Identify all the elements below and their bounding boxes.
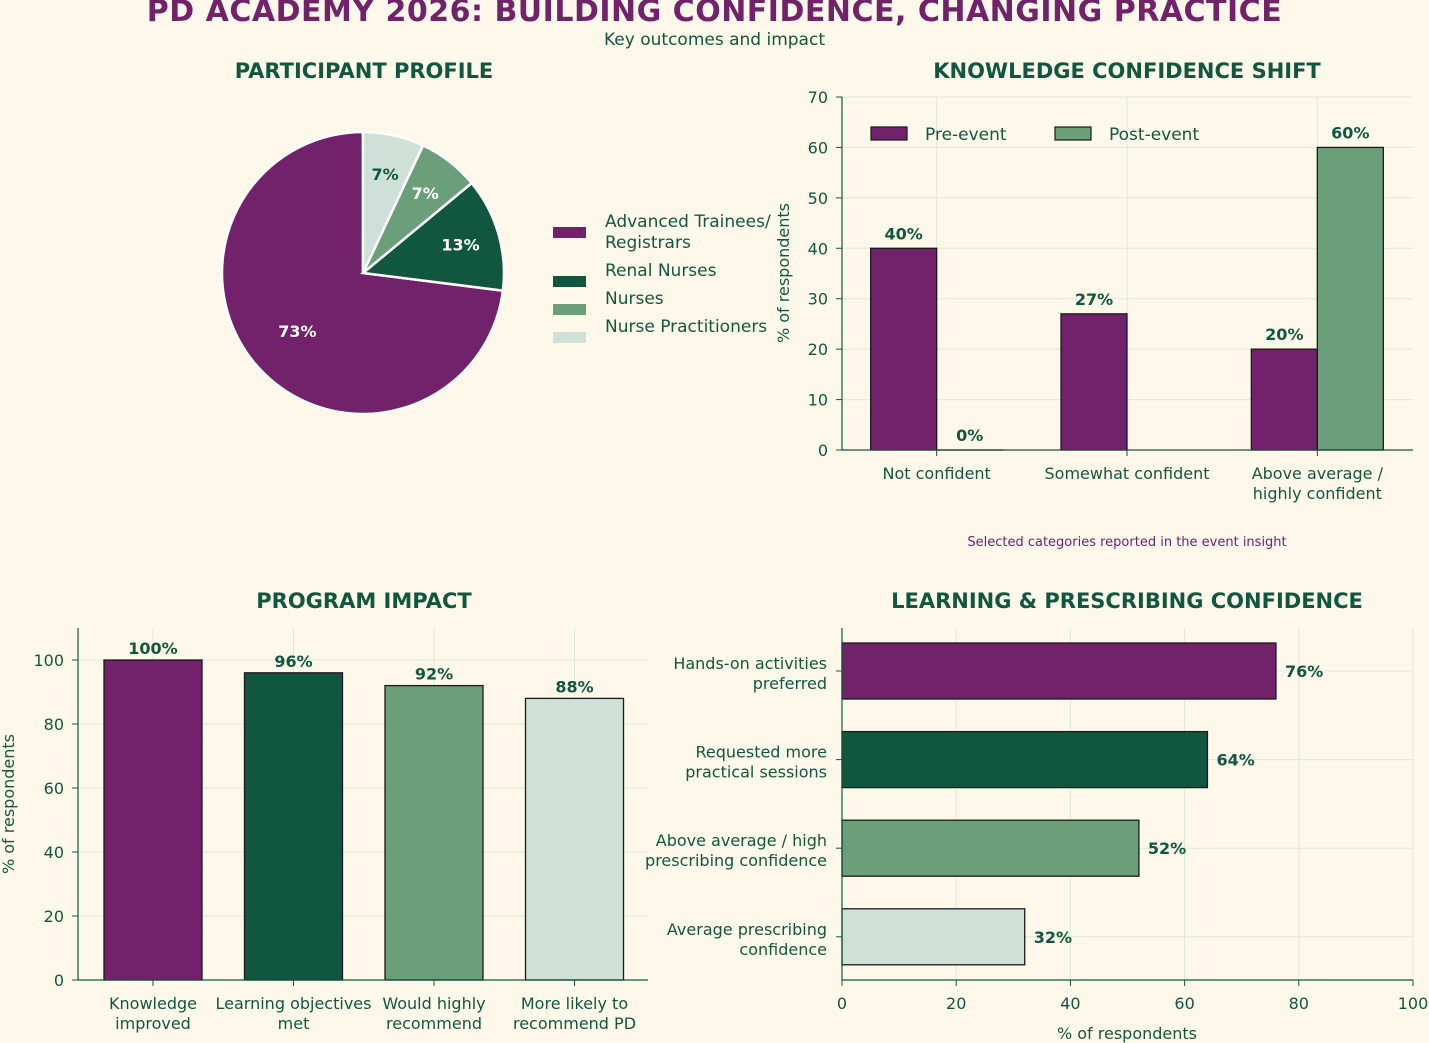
pie-legend-label-0: Advanced Trainees/Registrars bbox=[605, 212, 771, 253]
impact-bar-3 bbox=[524, 697, 625, 981]
confidence-bar-label-0-1: 27% bbox=[1075, 290, 1113, 309]
impact-ytick-label-5: 100 bbox=[33, 651, 64, 670]
confidence-bar-0-2 bbox=[1250, 348, 1318, 451]
pie-slice-label-1: 13% bbox=[441, 236, 479, 255]
learning-xtick-label-1: 20 bbox=[946, 994, 966, 1013]
confidence-bar-1-2 bbox=[1316, 146, 1384, 451]
impact-bar-2 bbox=[384, 684, 484, 981]
learning-ytick-label-2: Above average / high prescribing confiden… bbox=[645, 831, 827, 870]
confidence-ytick-label-1: 10 bbox=[808, 391, 828, 410]
impact-bar-1 bbox=[243, 672, 344, 981]
page-subtitle: Key outcomes and impact bbox=[604, 30, 825, 50]
learning-xtick-label-0: 0 bbox=[837, 994, 847, 1013]
page-title: PD ACADEMY 2026: BUILDING CONFIDENCE, CH… bbox=[146, 0, 1283, 29]
learning-xtick-label-2: 40 bbox=[1060, 994, 1080, 1013]
impact-xtick-label-1: Learning objectives met bbox=[216, 994, 372, 1033]
pie-legend-swatch-2 bbox=[553, 304, 586, 315]
confidence-ytick-label-7: 70 bbox=[808, 88, 828, 107]
pie-slice-3 bbox=[361, 130, 425, 274]
learning-ytick-label-0: Hands-on activities preferred bbox=[673, 654, 827, 693]
learning-bar-1 bbox=[841, 730, 1209, 789]
confidence-xtick-label-2: Above average / highly confident bbox=[1252, 464, 1384, 503]
pie-slice-1 bbox=[359, 181, 506, 293]
confidence-bar-label-1-0: 0% bbox=[956, 426, 983, 445]
impact-xtick-label-0: Knowledge improved bbox=[109, 994, 197, 1033]
impact-ytick-label-2: 40 bbox=[44, 843, 64, 862]
confidence-bar-label-0-0: 40% bbox=[885, 224, 923, 243]
confidence-legend-label-0: Pre-event bbox=[925, 125, 1007, 145]
confidence-legend-swatch-0 bbox=[870, 126, 908, 141]
confidence-ytick-label-4: 40 bbox=[808, 239, 828, 258]
learning-ytick-label-1: Requested more practical sessions bbox=[685, 743, 827, 782]
confidence-bar-0-1 bbox=[1060, 313, 1128, 451]
impact-xtick-label-3: More likely to recommend PD bbox=[513, 994, 636, 1033]
learning-bar-label-0: 76% bbox=[1285, 662, 1323, 681]
confidence-ytick-label-2: 20 bbox=[808, 340, 828, 359]
pie-legend-label-1: Renal Nurses bbox=[605, 261, 717, 281]
learning-bar-label-2: 52% bbox=[1148, 839, 1186, 858]
impact-ytick-label-1: 20 bbox=[44, 907, 64, 926]
confidence-legend-label-1: Post-event bbox=[1109, 125, 1199, 145]
learning-xtick-label-5: 100 bbox=[1398, 994, 1429, 1013]
impact-bar-0 bbox=[103, 659, 203, 981]
pie-legend-swatch-0 bbox=[553, 227, 586, 238]
learning-bar-2 bbox=[841, 819, 1140, 877]
confidence-bar-0-0 bbox=[870, 247, 938, 451]
confidence-title: KNOWLEDGE CONFIDENCE SHIFT bbox=[933, 59, 1321, 83]
learning-bar-3 bbox=[841, 908, 1026, 966]
pie-title: PARTICIPANT PROFILE bbox=[235, 59, 494, 83]
confidence-ytick-label-3: 30 bbox=[808, 290, 828, 309]
confidence-xtick-label-0: Not confident bbox=[882, 464, 990, 483]
pie-slice-label-3: 7% bbox=[372, 165, 399, 184]
confidence-ytick-label-0: 0 bbox=[818, 441, 828, 460]
learning-ytick-label-3: Average prescribing confidence bbox=[667, 920, 827, 959]
impact-ylabel: % of respondents bbox=[0, 734, 18, 874]
confidence-xtick-label-1: Somewhat confident bbox=[1045, 464, 1210, 483]
pie-slice-label-2: 7% bbox=[412, 184, 439, 203]
confidence-legend-swatch-1 bbox=[1054, 126, 1092, 141]
impact-ytick-label-3: 60 bbox=[44, 779, 64, 798]
confidence-ytick-label-6: 60 bbox=[808, 138, 828, 157]
learning-xlabel: % of respondents bbox=[1057, 1024, 1197, 1043]
learning-bar-label-3: 32% bbox=[1034, 928, 1072, 947]
confidence-ylabel: % of respondents bbox=[774, 203, 793, 343]
impact-bar-label-0: 100% bbox=[128, 639, 177, 658]
pie-legend-label-2: Nurses bbox=[605, 289, 664, 309]
impact-bar-label-1: 96% bbox=[274, 652, 312, 671]
pie-legend-label-3: Nurse Practitioners bbox=[605, 317, 767, 337]
impact-ytick-label-0: 0 bbox=[54, 971, 64, 990]
learning-bar-label-1: 64% bbox=[1216, 751, 1254, 770]
impact-xtick-label-2: Would highly recommend bbox=[382, 994, 485, 1033]
impact-title: PROGRAM IMPACT bbox=[256, 589, 472, 613]
learning-title: LEARNING & PRESCRIBING CONFIDENCE bbox=[891, 589, 1363, 613]
learning-bar-0 bbox=[841, 642, 1277, 700]
pie-slice-label-0: 73% bbox=[278, 322, 316, 341]
impact-ytick-label-4: 80 bbox=[44, 715, 64, 734]
learning-xtick-label-4: 80 bbox=[1289, 994, 1309, 1013]
confidence-note: Selected categories reported in the even… bbox=[967, 535, 1286, 550]
confidence-ytick-label-5: 50 bbox=[808, 189, 828, 208]
pie-legend-swatch-3 bbox=[553, 332, 586, 343]
confidence-bar-label-0-2: 20% bbox=[1265, 325, 1303, 344]
confidence-bar-label-1-2: 60% bbox=[1331, 123, 1369, 142]
learning-xtick-label-3: 60 bbox=[1174, 994, 1194, 1013]
impact-bar-label-3: 88% bbox=[555, 677, 593, 696]
impact-bar-label-2: 92% bbox=[415, 665, 453, 684]
pie-legend-swatch-1 bbox=[553, 276, 586, 287]
